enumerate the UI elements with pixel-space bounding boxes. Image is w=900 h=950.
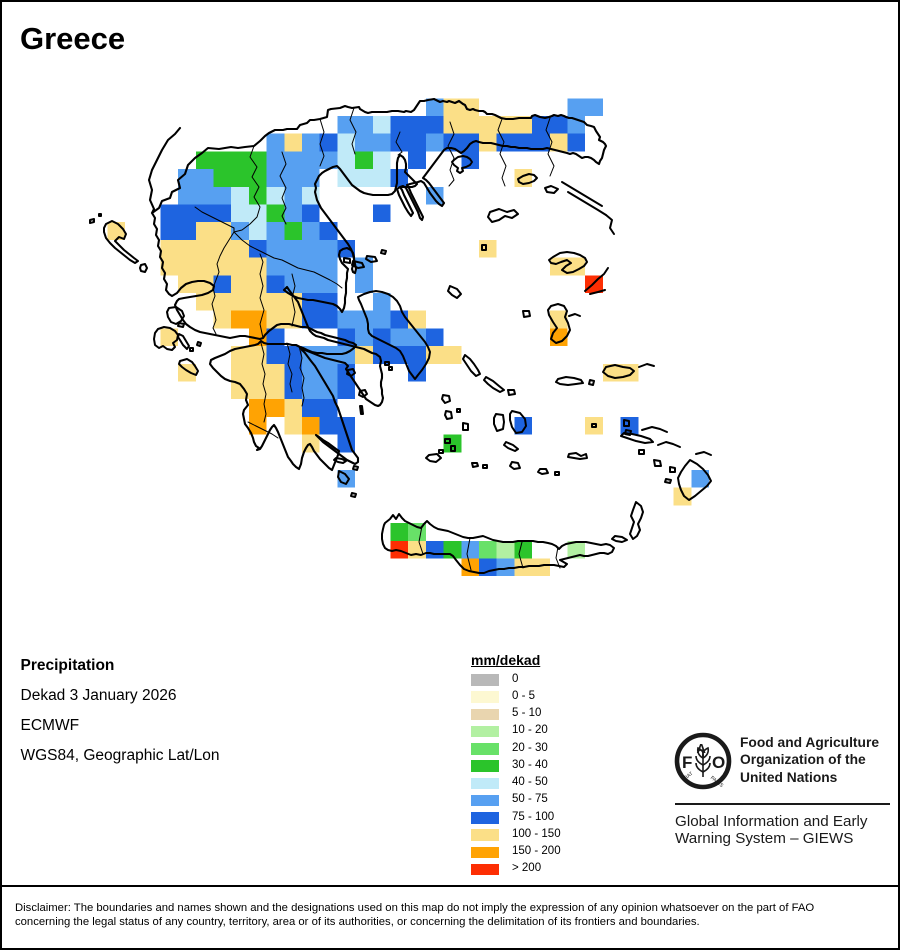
svg-text:F: F <box>682 753 692 772</box>
svg-text:FIAT: FIAT <box>682 771 694 782</box>
svg-text:O: O <box>712 753 725 772</box>
svg-text:A: A <box>697 741 707 756</box>
